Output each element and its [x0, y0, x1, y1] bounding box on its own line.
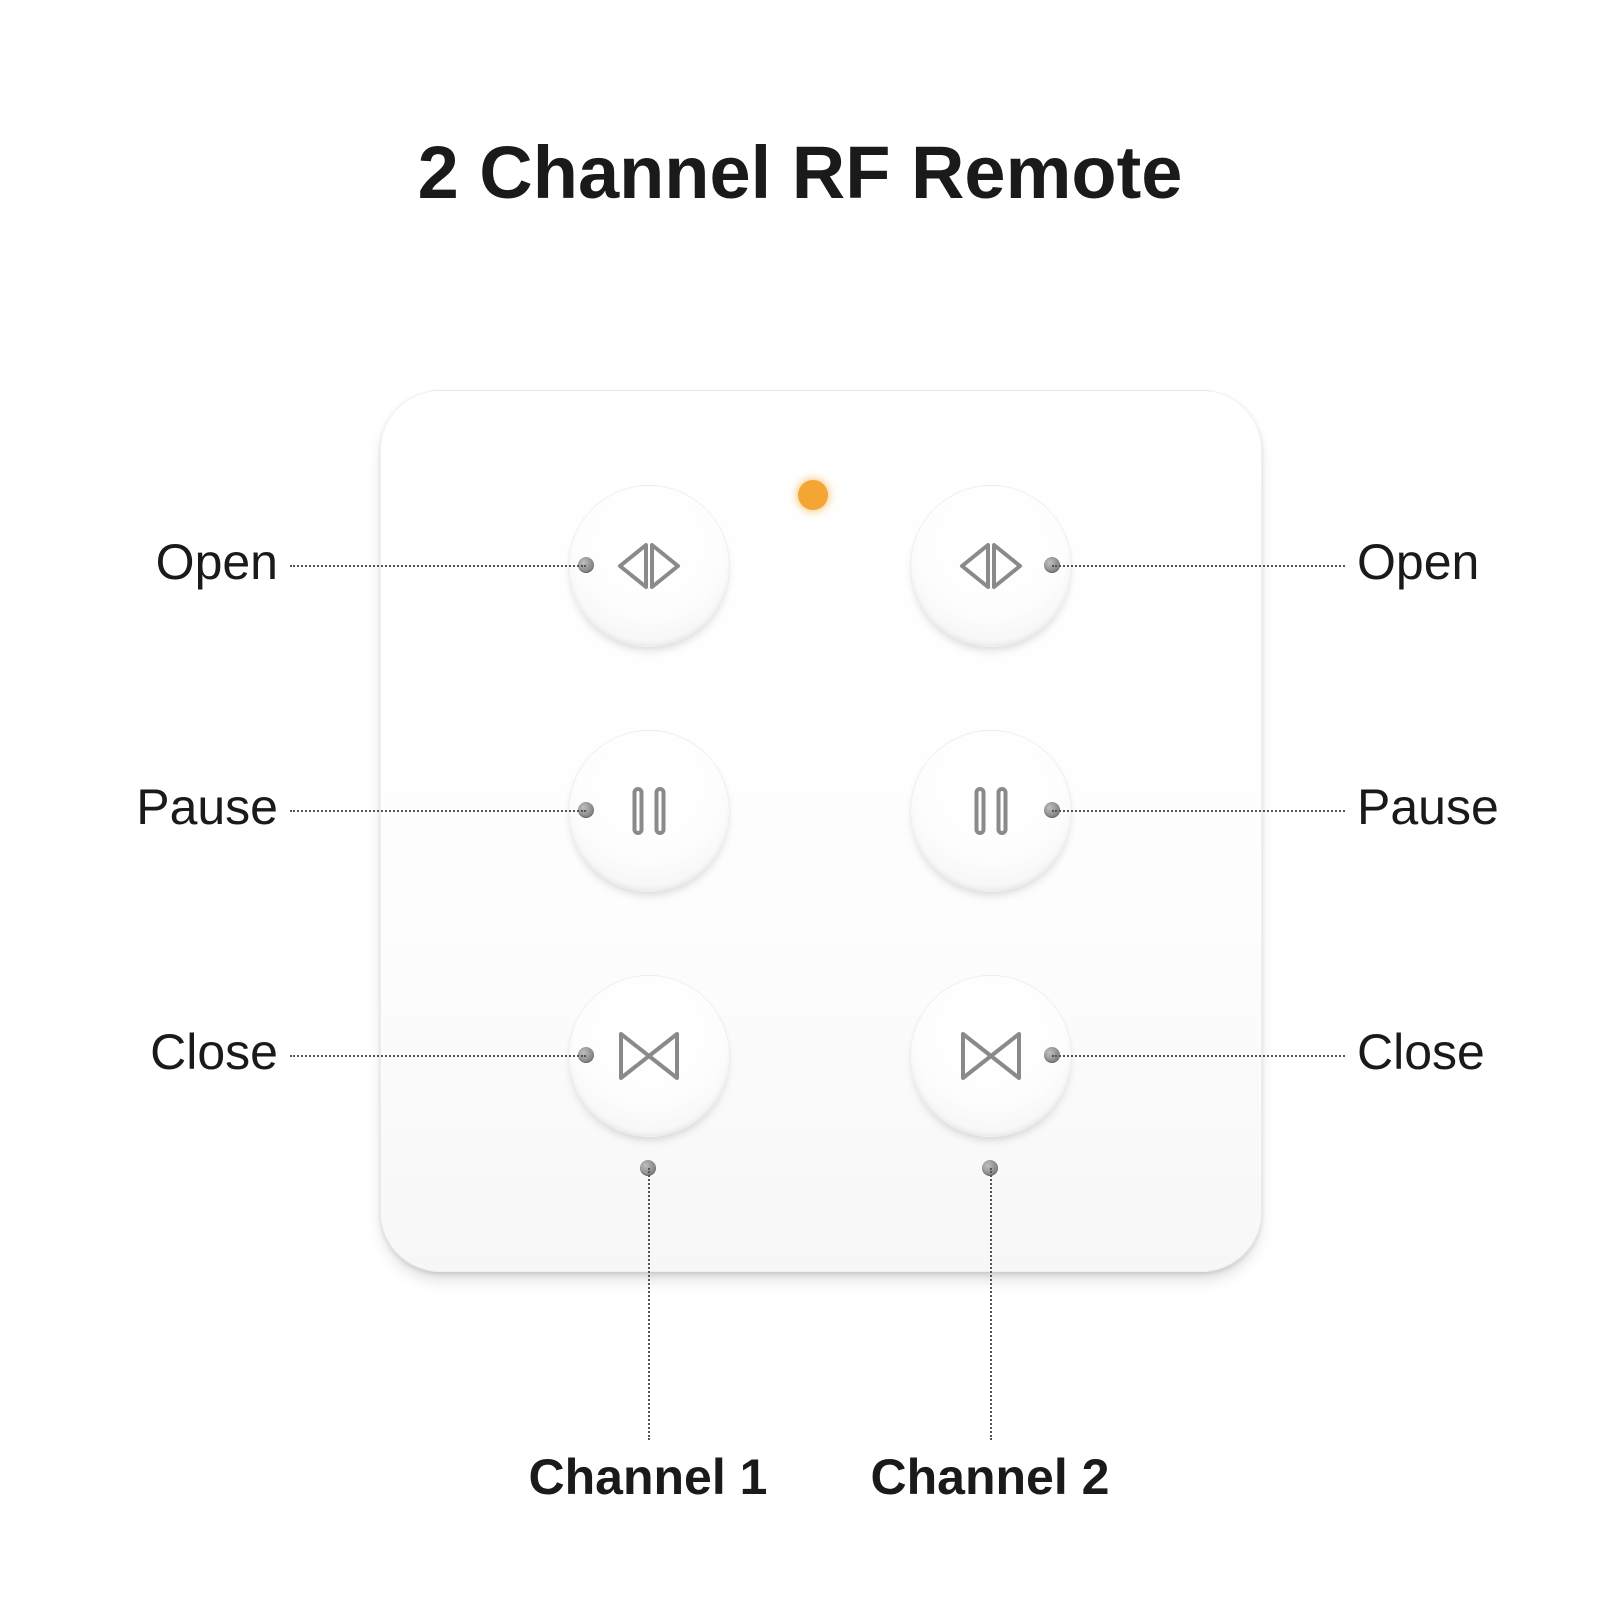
close-icon [941, 1006, 1041, 1106]
leader-bottom-0 [648, 1168, 650, 1440]
channel-label-1: Channel 2 [820, 1448, 1160, 1506]
label-left-1: Pause [136, 778, 278, 836]
label-right-5: Close [1357, 1023, 1485, 1081]
close-icon [599, 1006, 699, 1106]
open-icon [599, 516, 699, 616]
channel-label-0: Channel 1 [478, 1448, 818, 1506]
label-left-0: Open [156, 533, 278, 591]
leader-ch2-close [1052, 1055, 1345, 1057]
status-led [798, 480, 828, 510]
leader-bottom-1 [990, 1168, 992, 1440]
pause-icon [599, 761, 699, 861]
leader-ch1-open [290, 565, 586, 567]
leader-ch1-close [290, 1055, 586, 1057]
leader-ch2-open [1052, 565, 1345, 567]
open-icon [941, 516, 1041, 616]
leader-ch1-pause [290, 810, 586, 812]
page-title: 2 Channel RF Remote [0, 130, 1600, 215]
label-left-2: Close [150, 1023, 278, 1081]
leader-ch2-pause [1052, 810, 1345, 812]
label-right-4: Pause [1357, 778, 1499, 836]
remote-body [380, 390, 1262, 1272]
pause-icon [941, 761, 1041, 861]
label-right-3: Open [1357, 533, 1479, 591]
